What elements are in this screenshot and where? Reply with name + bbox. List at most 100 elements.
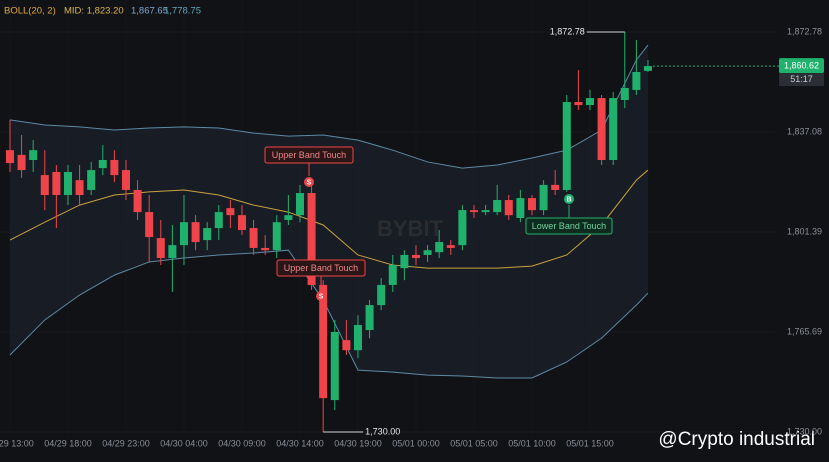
candle-body (342, 340, 351, 351)
candle-body (179, 222, 188, 246)
candle-body (388, 265, 397, 285)
candle-body (29, 150, 38, 160)
candle-body (121, 170, 130, 190)
last-price-tag (779, 58, 824, 74)
annotation-marker-text: S (319, 293, 324, 300)
band-line (9, 249, 649, 379)
y-tick-label: 1,730.00 (787, 426, 822, 436)
x-tick-label: 04/29 13:00 (0, 438, 34, 448)
candle-body (423, 250, 432, 255)
countdown-tag (779, 73, 824, 87)
y-tick-label: 1,837.08 (787, 126, 822, 136)
candle-body (261, 247, 270, 251)
candle-body (249, 228, 258, 248)
indicator-label: BOLL(20, 2) (4, 6, 56, 17)
plot (5, 31, 779, 433)
last-price-label: 1,860.62 (784, 60, 819, 70)
candle-body (295, 193, 304, 216)
band-line (9, 44, 649, 169)
candle-body (272, 222, 281, 251)
candle-body (632, 72, 641, 90)
candle-body (527, 198, 536, 211)
candle-body (75, 180, 84, 195)
upper-value: 1,867.65 (131, 6, 168, 17)
y-tick-label: 1,872.78 (787, 26, 822, 36)
candle-body (110, 159, 119, 176)
candle-body (400, 254, 409, 269)
candle-body (226, 208, 235, 216)
x-tick-label: 05/01 15:00 (566, 438, 614, 448)
candle-body (481, 210, 490, 213)
candle-body (551, 184, 560, 190)
y-tick-label: 1,765.69 (787, 326, 822, 336)
candle-body (17, 154, 26, 171)
candle-body (539, 184, 548, 211)
x-tick-label: 04/30 14:00 (276, 438, 324, 448)
x-tick-label: 04/30 09:00 (218, 438, 266, 448)
x-tick-label: 04/29 18:00 (44, 438, 92, 448)
annotation-marker (316, 291, 326, 301)
annotation-text: Upper Band Touch (284, 263, 358, 273)
watermark: @Crypto industrial (658, 429, 815, 450)
y-tick-label: 1,801.39 (787, 226, 822, 236)
candle-body (353, 324, 362, 351)
legend: BOLL(20, 2) MID: 1,823.20 1,867.65 1,778… (4, 6, 201, 17)
x-tick-label: 04/29 23:00 (102, 438, 150, 448)
candle-body (411, 254, 420, 259)
candle-body (168, 245, 177, 259)
candle-body (214, 212, 223, 229)
candle-body (504, 200, 513, 216)
candle-body (516, 198, 525, 218)
x-tick-label: 05/01 05:00 (450, 438, 498, 448)
candle-body (435, 242, 444, 253)
band-fill (9, 45, 648, 378)
candle-body (63, 172, 72, 195)
high-label: 1,872.78 (550, 26, 585, 36)
candle-body (469, 210, 478, 213)
candle-body (307, 193, 316, 285)
countdown-label: 51:17 (790, 74, 813, 84)
candle-body (365, 305, 374, 331)
annotation-marker (564, 194, 574, 204)
candle-body (52, 172, 61, 195)
candle-body (377, 284, 386, 306)
annotation-marker (304, 177, 314, 187)
candle-body (40, 175, 49, 195)
mid-value: MID: 1,823.20 (64, 6, 124, 17)
logo: BYBIT (377, 216, 444, 241)
candle-body (620, 87, 629, 101)
candle-body (145, 212, 154, 238)
candle-body (284, 215, 293, 220)
x-tick-label: 05/01 10:00 (508, 438, 556, 448)
candle-body (5, 150, 14, 164)
candle-body (609, 98, 618, 160)
x-tick-label: 05/01 00:00 (392, 438, 440, 448)
candle-body (237, 215, 246, 231)
candle-body (458, 210, 467, 246)
x-tick-label: 04/30 04:00 (160, 438, 208, 448)
low-label: 1,730.00 (365, 426, 400, 436)
annotation-text: Lower Band Touch (532, 221, 606, 231)
candle-body (446, 245, 455, 248)
candle-body (597, 98, 606, 160)
candle-body (156, 238, 165, 259)
candle-body (87, 170, 96, 190)
candle-body (203, 228, 212, 241)
candle-body (643, 66, 652, 71)
candle-body (562, 101, 571, 190)
candle-body (330, 332, 339, 401)
annotation-marker-text: B (566, 196, 571, 203)
candle-body (574, 101, 583, 106)
annotation-marker-text: S (307, 179, 312, 186)
candle-body (98, 159, 107, 169)
candle-body (191, 222, 200, 243)
candle-body (133, 189, 142, 213)
candle-body (319, 284, 328, 399)
candle-body (585, 98, 594, 106)
x-tick-label: 04/30 19:00 (334, 438, 382, 448)
annotations: Upper Band Touch S Upper Band Touch S Lo… (264, 146, 613, 301)
candle-body (493, 200, 502, 213)
lower-value: 1,778.75 (164, 6, 201, 17)
